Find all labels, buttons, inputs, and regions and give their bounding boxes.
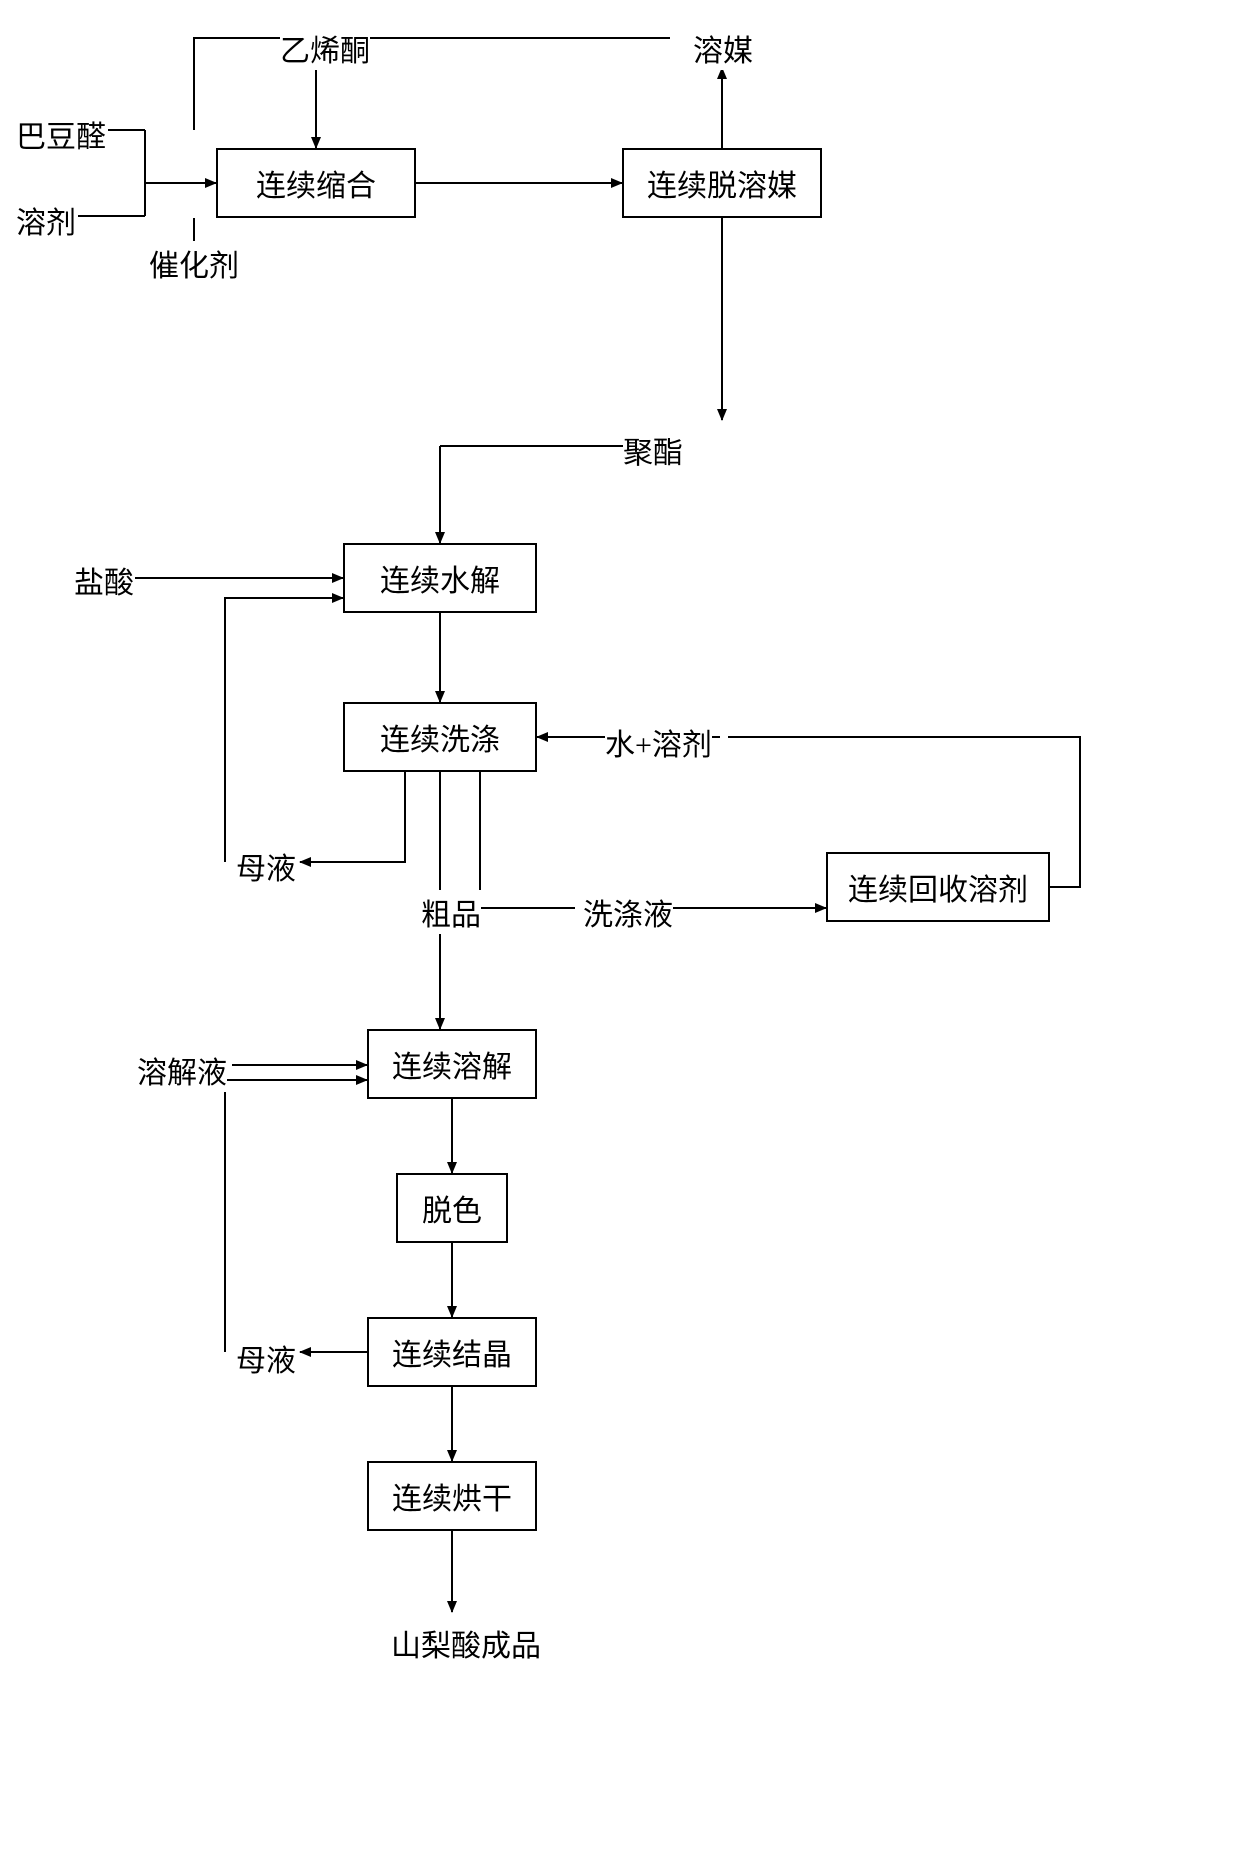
box-drying-label: 连续烘干 — [392, 1474, 512, 1518]
box-crystallize: 连续结晶 — [367, 1317, 537, 1387]
label-dissolve-liq: 溶解液 — [137, 1048, 227, 1092]
box-hydrolysis: 连续水解 — [343, 543, 537, 613]
box-crystallize-label: 连续结晶 — [392, 1330, 512, 1374]
label-product: 山梨酸成品 — [391, 1621, 541, 1665]
box-washing-label: 连续洗涤 — [380, 715, 500, 759]
label-polyester: 聚酯 — [623, 428, 683, 472]
box-washing: 连续洗涤 — [343, 702, 537, 772]
box-desolvent-label: 连续脱溶媒 — [647, 161, 797, 205]
label-ketene: 乙烯酮 — [280, 26, 370, 70]
edge-washing-to-motherliquor — [300, 772, 405, 862]
box-hydrolysis-label: 连续水解 — [380, 556, 500, 600]
label-solvent-top: 溶媒 — [693, 26, 753, 70]
box-condensation: 连续缩合 — [216, 148, 416, 218]
label-hcl: 盐酸 — [74, 558, 134, 602]
box-decolorize-label: 脱色 — [422, 1186, 482, 1230]
box-recover-solvent-label: 连续回收溶剂 — [848, 865, 1028, 909]
edge-motherliquor-back-to-hcl — [225, 598, 343, 862]
label-mother-liquor-1: 母液 — [236, 844, 296, 888]
box-dissolve: 连续溶解 — [367, 1029, 537, 1099]
box-decolorize: 脱色 — [396, 1173, 508, 1243]
edge-washing-to-washliquid — [480, 772, 575, 908]
label-solvent-left: 溶剂 — [16, 198, 76, 242]
box-dissolve-label: 连续溶解 — [392, 1042, 512, 1086]
label-mother-liquor-2: 母液 — [236, 1336, 296, 1380]
box-condensation-label: 连续缩合 — [256, 161, 376, 205]
label-water-solvent: 水+溶剂 — [605, 720, 712, 764]
label-crude: 粗品 — [421, 890, 481, 934]
edge-solvent-recycle-top — [194, 38, 670, 130]
label-catalyst: 催化剂 — [149, 241, 239, 285]
label-crotonaldehyde: 巴豆醛 — [16, 112, 106, 156]
box-drying: 连续烘干 — [367, 1461, 537, 1531]
edge-motherliquor2-back — [225, 1080, 367, 1352]
box-recover-solvent: 连续回收溶剂 — [826, 852, 1050, 922]
box-desolvent: 连续脱溶媒 — [622, 148, 822, 218]
label-wash-liquid: 洗涤液 — [583, 890, 673, 934]
